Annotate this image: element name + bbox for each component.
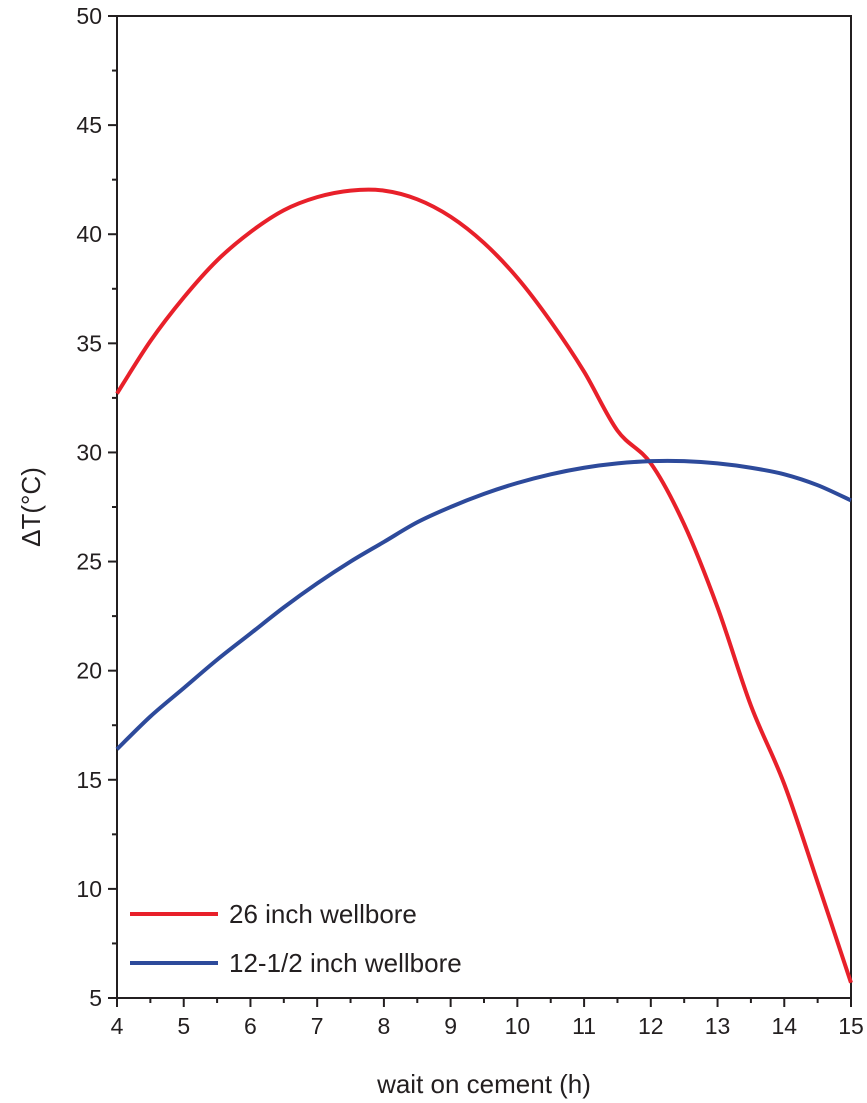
x-tick-label: 14 xyxy=(771,1013,797,1039)
y-tick-label: 45 xyxy=(76,112,102,138)
x-tick-label: 13 xyxy=(705,1013,731,1039)
x-tick-label: 11 xyxy=(572,1013,596,1039)
y-tick-label: 5 xyxy=(89,985,102,1011)
y-tick-label: 10 xyxy=(76,876,102,902)
series-line-0 xyxy=(115,187,853,984)
y-tick-label: 50 xyxy=(76,3,102,29)
legend-label-12-half-inch: 12-1/2 inch wellbore xyxy=(229,948,462,978)
series-line-1 xyxy=(115,458,852,751)
plot-frame xyxy=(116,15,852,999)
x-tick-label: 6 xyxy=(244,1013,257,1039)
y-axis-title: ΔT(°C) xyxy=(16,467,46,547)
legend-label-26-inch: 26 inch wellbore xyxy=(229,899,417,929)
x-tick-label: 8 xyxy=(378,1013,391,1039)
y-tick-label: 40 xyxy=(76,221,102,247)
x-tick-label: 7 xyxy=(311,1013,324,1039)
x-tick-label: 5 xyxy=(177,1013,190,1039)
x-tick-label: 15 xyxy=(838,1013,864,1039)
x-axis-title: wait on cement (h) xyxy=(376,1069,591,1099)
series-layer xyxy=(115,187,853,984)
y-tick-label: 20 xyxy=(76,658,102,684)
x-tick-label: 12 xyxy=(638,1013,664,1039)
x-tick-label: 10 xyxy=(505,1013,531,1039)
y-tick-label: 15 xyxy=(76,767,102,793)
y-tick-label: 30 xyxy=(76,439,102,465)
axis-ticks xyxy=(108,15,852,1007)
x-tick-label: 4 xyxy=(111,1013,124,1039)
y-tick-label: 35 xyxy=(76,330,102,356)
legend: 26 inch wellbore 12-1/2 inch wellbore xyxy=(130,899,462,978)
x-tick-label: 9 xyxy=(444,1013,457,1039)
y-tick-label: 25 xyxy=(76,549,102,575)
plot-area xyxy=(116,15,852,999)
